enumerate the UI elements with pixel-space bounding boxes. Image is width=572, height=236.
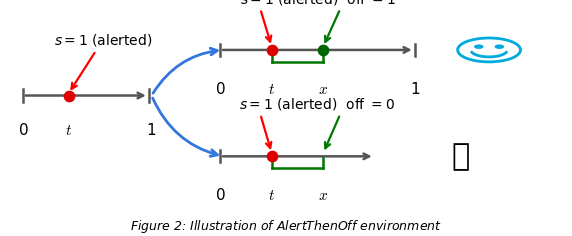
Circle shape — [495, 45, 503, 48]
Text: $0$: $0$ — [18, 122, 28, 138]
Text: $0$: $0$ — [215, 187, 225, 203]
Text: $1$: $1$ — [146, 122, 157, 138]
Text: Figure 2: Illustration of $\mathit{AlertThenOff}$ environment: Figure 2: Illustration of $\mathit{Alert… — [130, 218, 442, 235]
Text: $x$: $x$ — [318, 81, 328, 97]
Text: $x$: $x$ — [318, 188, 328, 203]
Text: 💀: 💀 — [451, 142, 470, 171]
Text: $s=1$ (alerted)  off $=1$: $s=1$ (alerted) off $=1$ — [240, 0, 395, 7]
Text: $s=1$ (alerted): $s=1$ (alerted) — [54, 32, 152, 89]
Text: $s=1$ (alerted)  off $=0$: $s=1$ (alerted) off $=0$ — [240, 96, 395, 112]
Circle shape — [475, 45, 483, 48]
Point — [319, 48, 328, 52]
Text: $0$: $0$ — [215, 81, 225, 97]
Point — [64, 94, 73, 97]
Text: $t$: $t$ — [268, 81, 275, 97]
Point — [267, 48, 276, 52]
Text: $t$: $t$ — [268, 188, 275, 203]
Point — [267, 154, 276, 158]
Text: $1$: $1$ — [410, 81, 420, 97]
Text: $t$: $t$ — [65, 123, 72, 138]
